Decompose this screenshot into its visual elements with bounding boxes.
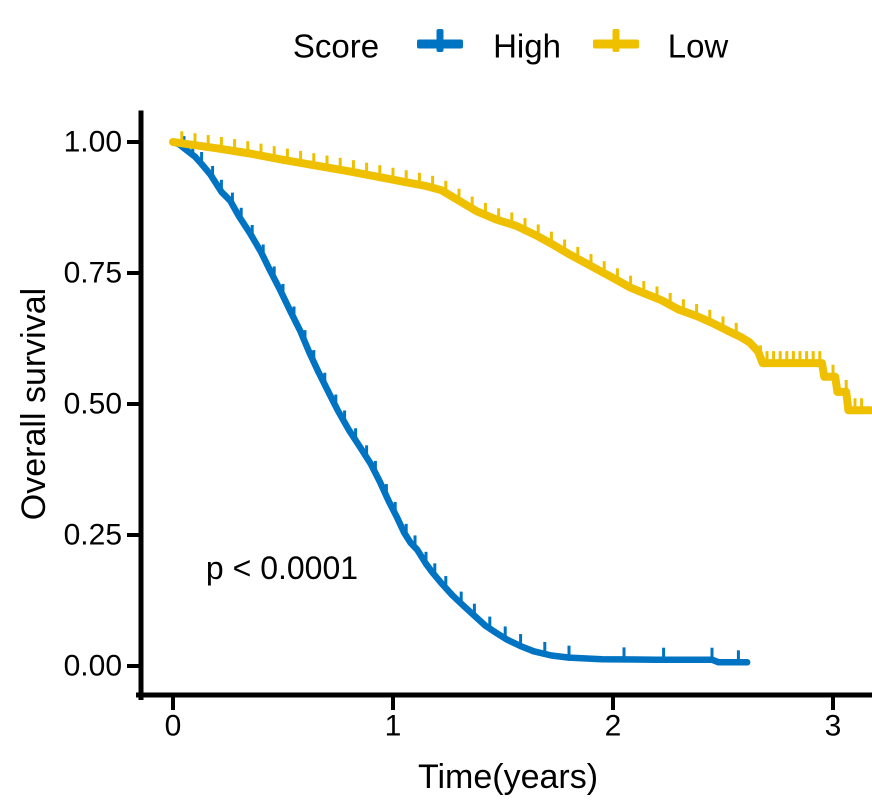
y-tick-label: 1.00 xyxy=(64,126,122,159)
y-tick-label: 0.75 xyxy=(64,257,122,290)
curves-layer xyxy=(169,131,872,666)
x-tick-label: 0 xyxy=(165,710,182,743)
y-tick-labels: 1.00 0.75 0.50 0.25 0.00 xyxy=(64,126,122,683)
legend: Score High Low xyxy=(293,28,729,65)
x-tick-label: 1 xyxy=(385,710,402,743)
x-axis-title: Time(years) xyxy=(418,758,598,796)
x-tick-labels: 0 1 2 3 xyxy=(165,710,842,743)
survival-line-low xyxy=(169,138,872,415)
survival-curve-high xyxy=(169,136,751,666)
survival-line-high xyxy=(169,138,751,666)
legend-item-low-label: Low xyxy=(668,28,729,65)
y-axis-title: Overall survival xyxy=(15,288,53,520)
survival-curve-low xyxy=(169,131,872,415)
y-tick-label: 0.50 xyxy=(64,388,122,421)
y-tick-label: 0.00 xyxy=(64,650,122,683)
legend-item-high-label: High xyxy=(493,28,561,65)
legend-title: Score xyxy=(293,28,379,65)
legend-key-low-icon xyxy=(593,29,639,52)
y-tick-label: 0.25 xyxy=(64,519,122,552)
legend-key-high-icon xyxy=(417,29,463,52)
x-tick-label: 3 xyxy=(825,710,842,743)
x-tick-marks xyxy=(171,695,835,710)
y-tick-marks xyxy=(127,140,141,668)
pvalue-annotation: p < 0.0001 xyxy=(206,550,358,586)
x-tick-label: 2 xyxy=(605,710,622,743)
axes xyxy=(127,110,872,710)
